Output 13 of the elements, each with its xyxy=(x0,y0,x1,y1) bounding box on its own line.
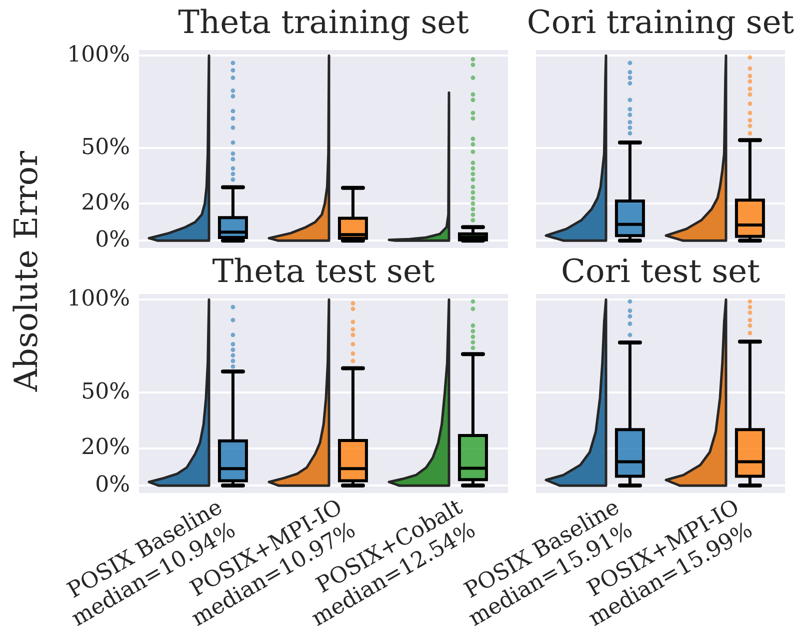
chart-title: Theta test set xyxy=(212,252,435,290)
y-tick-label: 0% xyxy=(95,472,130,498)
y-axis-title: Absolute Error xyxy=(7,151,45,392)
chart-title: Cori training set xyxy=(526,3,794,41)
y-tick-label: 0% xyxy=(95,227,130,252)
y-tick-label: 20% xyxy=(81,190,130,216)
y-tick-label: 50% xyxy=(81,379,130,404)
y-tick-label: 20% xyxy=(81,435,130,460)
chart-title: Theta training set xyxy=(178,3,469,41)
chart-title: Cori test set xyxy=(561,252,760,290)
y-tick-label: 100% xyxy=(67,286,130,312)
y-tick-label: 100% xyxy=(67,42,130,68)
y-tick-label: 50% xyxy=(81,134,130,160)
